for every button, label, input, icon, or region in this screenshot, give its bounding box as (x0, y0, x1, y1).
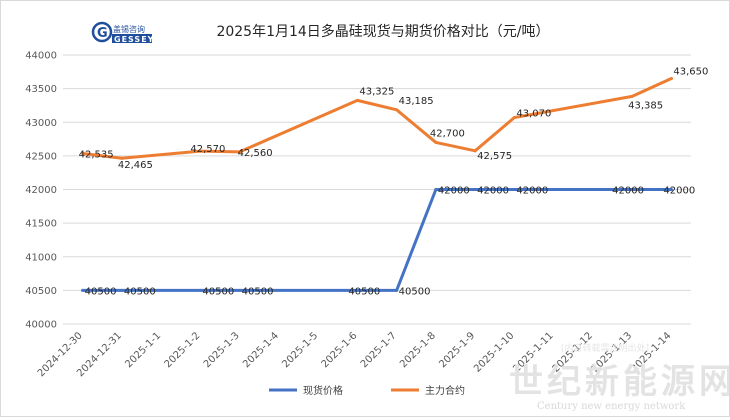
data-point-1-11 (512, 116, 516, 120)
data-label-0-10: 42000 (477, 186, 509, 197)
data-label-1-11: 43,070 (516, 109, 551, 120)
data-point-1-3 (198, 149, 202, 153)
data-point-1-15 (669, 77, 673, 81)
y-axis: 40000 40500 41000 41500 42000 42500 43000 43500… (25, 51, 57, 331)
data-point-0-9 (434, 188, 438, 191)
data-point-0-8 (395, 288, 399, 292)
gessey-logo: G 盖锡咨询 GESSEY (91, 21, 154, 44)
data-label-0-11: 42000 (516, 186, 548, 197)
x-tick-label-2025-1-9: 2025-1-9 (437, 330, 477, 370)
y-tick-label-44000: 44000 (25, 51, 57, 62)
data-point-1-8 (395, 108, 399, 112)
x-tick-label-2025-1-5: 2025-1-5 (280, 330, 320, 370)
x-tick-label-2025-1-3: 2025-1-3 (202, 330, 242, 370)
y-tick-label-42500: 42500 (25, 151, 57, 162)
watermark-en-text: Century new energy network (537, 401, 686, 412)
x-tick-label-2025-1-6: 2025-1-6 (320, 330, 360, 370)
data-label-1-8: 43,185 (399, 96, 434, 107)
x-tick-label-2025-1-1: 2025-1-1 (123, 330, 163, 370)
series-line-0 (81, 188, 673, 292)
chart-title: 2025年1月14日多晶硅现货与期货价格对比（元/吨） (216, 23, 549, 40)
data-label-1-7: 43,325 (359, 86, 394, 97)
data-label-0-4: 40500 (242, 286, 274, 297)
data-label-0-7: 40500 (348, 286, 380, 297)
watermark-cn-text: 世纪新能源网 (509, 362, 729, 402)
y-tick-label-42000: 42000 (25, 185, 57, 196)
data-point-0-14 (630, 188, 634, 191)
data-point-1-7 (355, 98, 359, 102)
data-point-1-9 (434, 140, 438, 144)
data-label-0-15: 42000 (663, 186, 695, 197)
data-label-1-10: 42,575 (477, 151, 512, 162)
data-point-0-1 (120, 288, 124, 292)
data-point-0-15 (669, 188, 673, 191)
y-tick-label-40500: 40500 (25, 286, 57, 297)
data-labels: 40500 40500 40500 40500 40500 40500 42000 42000… (79, 67, 709, 298)
data-point-1-4 (238, 150, 242, 154)
logo-cn-text: 盖锡咨询 (113, 24, 145, 34)
data-label-1-1: 42,465 (118, 160, 153, 171)
watermark-small-text: [内容转载需注明出处] (561, 342, 649, 354)
logo-g-letter: G (97, 26, 108, 41)
logo-g-icon (91, 21, 113, 43)
data-label-1-0: 42,535 (79, 150, 114, 161)
data-label-0-0: 40500 (85, 286, 117, 297)
data-label-1-4: 42,560 (238, 148, 273, 159)
legend-label-0: 现货价格 (303, 384, 343, 397)
data-label-1-9: 42,700 (430, 128, 465, 139)
y-tick-label-41500: 41500 (25, 219, 57, 230)
data-point-1-0 (81, 152, 85, 156)
data-label-0-1: 40500 (124, 286, 156, 297)
data-point-0-3 (198, 288, 202, 292)
data-point-1-1 (120, 156, 124, 160)
y-tick-label-43500: 43500 (25, 84, 57, 95)
data-point-0-11 (512, 188, 516, 191)
legend: 现货价格 主力合约 (269, 384, 465, 397)
data-point-1-14 (630, 94, 634, 98)
watermark: [内容转载需注明出处] 世纪新能源网 Century new energy ne… (509, 342, 730, 412)
data-label-1-15: 43,650 (673, 67, 708, 78)
x-tick-label-2025-1-8: 2025-1-8 (398, 330, 438, 370)
data-point-0-4 (238, 288, 242, 292)
legend-label-1: 主力合约 (425, 384, 465, 397)
data-point-0-10 (473, 188, 477, 191)
data-label-1-14: 43,385 (628, 100, 663, 111)
data-point-0-0 (81, 288, 85, 292)
data-point-0-7 (355, 288, 359, 292)
x-tick-label-2025-1-4: 2025-1-4 (241, 330, 281, 370)
data-label-1-3: 42,570 (190, 144, 225, 155)
data-label-0-9: 42000 (438, 186, 470, 197)
data-label-0-8: 40500 (399, 286, 431, 297)
y-tick-label-43000: 43000 (25, 118, 57, 129)
logo-en-bg (112, 34, 152, 43)
x-tick-label-2025-1-2: 2025-1-2 (163, 330, 203, 370)
data-point-1-10 (473, 149, 477, 153)
data-label-0-14: 42000 (612, 186, 644, 197)
y-tick-label-40000: 40000 (25, 320, 57, 331)
data-label-0-3: 40500 (202, 286, 234, 297)
logo-en-text: GESSEY (114, 35, 154, 44)
x-tick-label-2025-1-7: 2025-1-7 (359, 330, 399, 370)
series-lines (81, 77, 673, 292)
y-tick-label-41000: 41000 (25, 252, 57, 263)
